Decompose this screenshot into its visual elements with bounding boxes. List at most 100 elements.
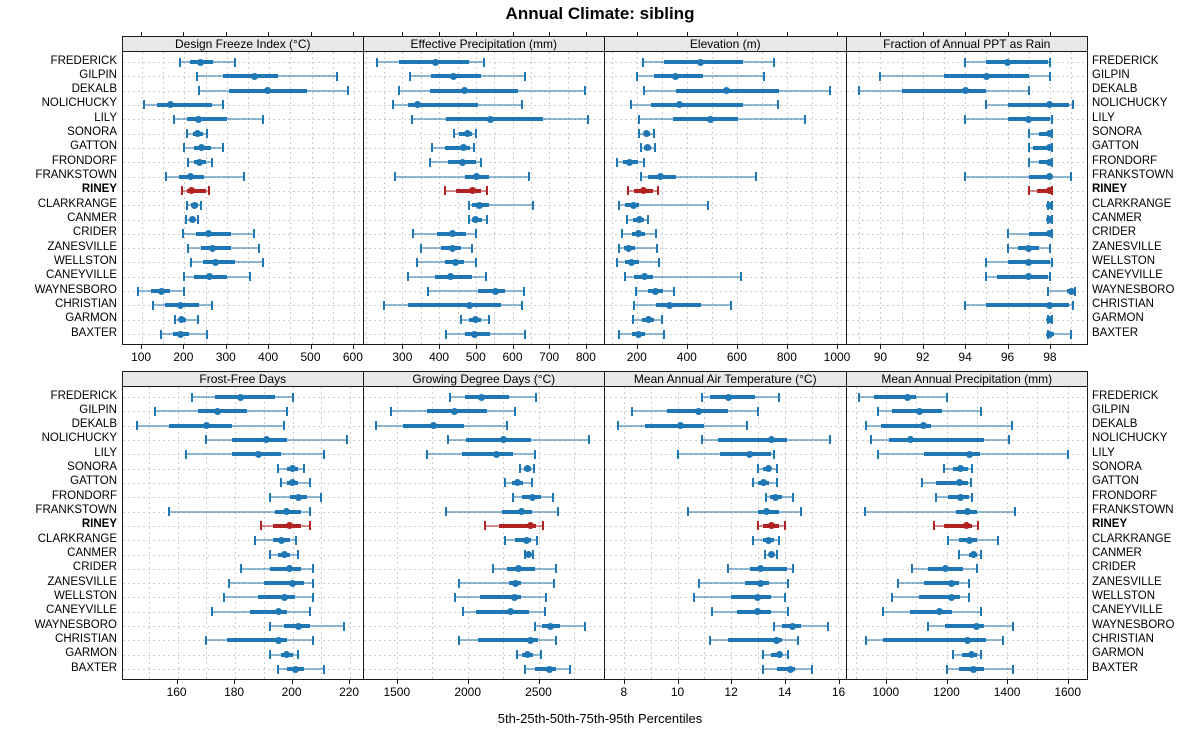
median-dot-caneyville xyxy=(206,273,214,281)
whisker-cap-5th xyxy=(615,157,618,167)
gridline-horizontal xyxy=(605,147,846,149)
station-label-left-christian: CHRISTIAN xyxy=(55,297,117,310)
gridline-vertical xyxy=(965,52,967,344)
iqr-bar-25-75 xyxy=(445,117,543,122)
whisker-cap-5th xyxy=(910,564,913,574)
gridline-vertical xyxy=(784,387,786,679)
whisker-cap-5th xyxy=(897,578,899,588)
axis-tick-label: 400 xyxy=(676,350,697,364)
whisker-cap-5th xyxy=(153,406,156,416)
whisker-cap-5th xyxy=(625,215,628,224)
whisker-cap-95th xyxy=(1012,621,1015,631)
whisker-cap-95th xyxy=(997,535,999,545)
axis-tick-label: 500 xyxy=(465,350,486,364)
whisker-cap-95th xyxy=(739,272,742,282)
median-dot-gilpin xyxy=(214,407,222,415)
gridline-vertical xyxy=(494,52,496,344)
whisker-cap-5th xyxy=(174,315,177,325)
iqr-bar-25-75 xyxy=(515,538,531,543)
whisker-cap-95th xyxy=(775,464,778,474)
whisker-cap-5th xyxy=(428,157,431,167)
median-dot-garmon xyxy=(178,316,185,324)
whisker-cap-5th xyxy=(460,315,463,325)
whisker-cap-5th xyxy=(268,550,271,559)
whisker-cap-5th xyxy=(186,243,189,253)
gridline-vertical xyxy=(736,52,738,344)
station-label-right-zanesville: ZANESVILLE xyxy=(1092,575,1162,588)
iqr-bar-25-75 xyxy=(1007,102,1069,107)
gridline-vertical xyxy=(859,52,861,344)
whisker-cap-5th xyxy=(1006,229,1009,239)
whisker-cap-95th xyxy=(777,100,780,110)
gridline-horizontal xyxy=(363,626,604,628)
whisker-cap-95th xyxy=(979,550,982,559)
whisker-cap-95th xyxy=(543,607,546,617)
whisker-cap-95th xyxy=(783,521,786,531)
axis-tick-bottom xyxy=(225,345,227,349)
gridline-horizontal xyxy=(363,669,604,670)
iqr-bar-25-75 xyxy=(195,231,232,236)
axis-tick-top xyxy=(141,32,143,36)
median-dot-gatton xyxy=(459,144,467,152)
axis-tick-label: 90 xyxy=(873,350,888,364)
whisker-cap-5th xyxy=(143,100,146,110)
gridline-vertical xyxy=(811,387,813,679)
iqr-bar-25-75 xyxy=(656,303,701,308)
whisker-cap-95th xyxy=(474,229,477,239)
whisker-cap-95th xyxy=(971,464,974,474)
whisker-cap-95th xyxy=(505,421,508,431)
station-label-left-clarkrange: CLARKRANGE xyxy=(37,532,117,545)
station-label-right-clarkrange: CLARKRANGE xyxy=(1092,197,1172,210)
gridline-vertical xyxy=(396,387,398,679)
whisker-cap-95th xyxy=(471,243,474,253)
axis-tick-top xyxy=(268,32,270,36)
median-dot-frondorf xyxy=(956,493,964,501)
gridline-vertical xyxy=(711,52,713,344)
median-dot-christian xyxy=(274,636,282,644)
plot-area-growing-degree-days-c xyxy=(363,386,605,680)
gridline-horizontal xyxy=(123,482,363,484)
whisker-cap-5th xyxy=(763,550,766,559)
whisker-cap-95th xyxy=(197,315,200,325)
whisker-cap-95th xyxy=(308,478,311,488)
whisker-cap-5th xyxy=(254,535,257,545)
median-dot-lily xyxy=(487,115,495,123)
gridline-horizontal xyxy=(605,133,846,135)
median-dot-nolichucky xyxy=(263,436,271,444)
whisker-cap-5th xyxy=(280,478,283,488)
whisker-cap-95th xyxy=(775,478,778,488)
gridline-vertical xyxy=(943,52,945,344)
whisker-cap-5th xyxy=(383,300,386,310)
range-line-5-95 xyxy=(618,247,657,250)
median-dot-crider xyxy=(757,565,765,573)
whisker-cap-5th xyxy=(430,143,433,153)
gridline-horizontal xyxy=(123,319,363,321)
iqr-bar-25-75 xyxy=(645,423,705,428)
iqr-bar-25-75 xyxy=(186,117,227,122)
axis-tick-bottom xyxy=(677,680,679,684)
gridline-vertical xyxy=(611,52,613,344)
axis-tick-label: 1600 xyxy=(1054,685,1082,699)
station-label-right-nolichucky: NOLICHUCKY xyxy=(1092,97,1168,110)
range-line-5-95 xyxy=(468,204,533,207)
median-dot-frondorf xyxy=(771,493,779,501)
whisker-cap-5th xyxy=(865,635,868,645)
gridline-vertical xyxy=(786,52,788,344)
median-dot-garmon xyxy=(471,316,479,324)
median-dot-caneyville xyxy=(754,608,762,616)
median-dot-garmon xyxy=(1046,316,1054,324)
plot-area-design-freeze-index-c xyxy=(122,51,364,345)
gridline-vertical xyxy=(880,52,882,344)
station-label-left-gilpin: GILPIN xyxy=(79,68,117,81)
whisker-cap-5th xyxy=(185,215,188,224)
station-label-right-gatton: GATTON xyxy=(1092,140,1139,153)
station-label-right-baxter: BAXTER xyxy=(1092,661,1139,674)
station-label-left-crider: CRIDER xyxy=(72,226,117,239)
station-label-left-lily: LILY xyxy=(94,111,117,124)
whisker-cap-95th xyxy=(199,200,202,210)
gridline-vertical xyxy=(946,387,948,679)
iqr-bar-25-75 xyxy=(465,437,531,442)
median-dot-dekalb xyxy=(202,422,210,430)
gridline-vertical xyxy=(311,52,313,344)
median-dot-sonora xyxy=(642,130,650,138)
